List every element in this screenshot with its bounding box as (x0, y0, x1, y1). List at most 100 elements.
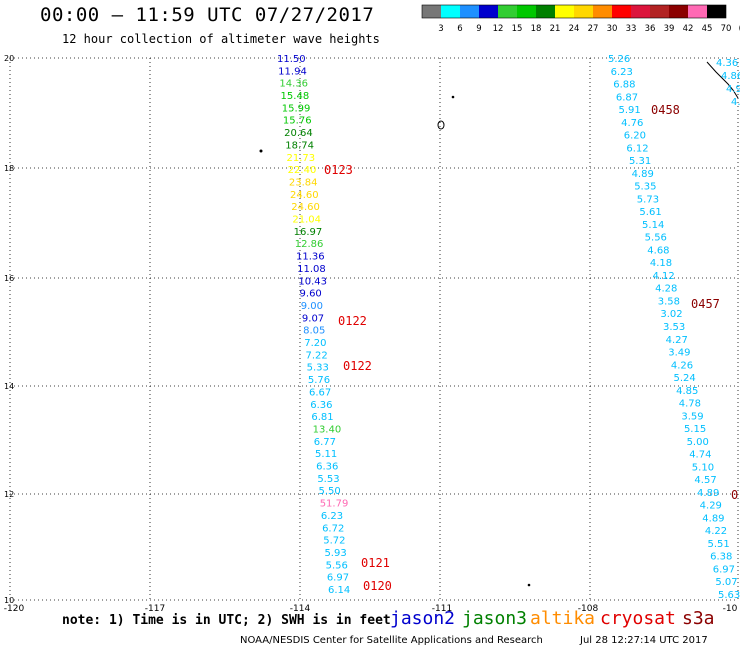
wave-height-value: 4.12 (653, 271, 675, 282)
color-scale-label: (ft) (739, 24, 740, 34)
wave-height-value: 15.99 (282, 103, 311, 114)
wave-height-value: 5.76 (308, 375, 330, 386)
wave-height-value: 6.97 (327, 573, 349, 584)
wave-height-value: 7.20 (304, 338, 326, 349)
credit-text: NOAA/NESDIS Center for Satellite Applica… (240, 635, 543, 646)
island-dot (259, 149, 263, 153)
color-scale-label: 45 (702, 24, 713, 34)
wave-height-value: 5.11 (315, 449, 337, 460)
legend-altika: altika (530, 608, 596, 629)
wave-height-value: 4.86 (721, 71, 740, 82)
wave-height-value: 24.60 (290, 190, 319, 201)
footer-note: note: 1) Time is in UTC; 2) SWH is in fe… (62, 613, 391, 628)
wave-height-value: 4.89 (632, 169, 654, 180)
wave-height-value: 4.89 (702, 513, 724, 524)
wave-height-value: 14.36 (279, 79, 308, 90)
y-tick-label: 18 (4, 164, 14, 173)
wave-height-value: 5.50 (319, 486, 341, 497)
pass-time-label: 0 (731, 488, 738, 502)
wave-height-value: 51.79 (320, 499, 349, 510)
island-dot (451, 95, 455, 99)
wave-height-value: 4.68 (647, 245, 669, 256)
legend-jason3: jason3 (462, 608, 528, 629)
wave-height-value: 12.86 (295, 239, 324, 250)
color-swatch (707, 5, 726, 18)
wave-height-value: 5.61 (639, 207, 661, 218)
wave-height-value: 4.57 (694, 475, 716, 486)
color-scale-label: 24 (569, 24, 580, 34)
wave-height-value: 4.18 (650, 258, 672, 269)
wave-height-value: 4.27 (666, 335, 688, 346)
color-scale-label: 6 (457, 24, 462, 34)
x-tick-label: -120 (4, 604, 25, 614)
wave-height-value: 16.97 (294, 227, 323, 238)
color-swatch (669, 5, 688, 18)
y-tick-label: 10 (4, 596, 14, 605)
y-tick-label: 16 (4, 274, 14, 283)
wave-height-value: 6.23 (611, 67, 633, 78)
wave-height-value: 6.67 (309, 387, 331, 398)
color-scale-label: 21 (550, 24, 561, 34)
wave-height-value: 6.36 (310, 400, 332, 411)
page-title: 00:00 – 11:59 UTC 07/27/2017 (40, 4, 375, 26)
wave-height-value: 5.26 (608, 54, 630, 65)
wave-height-value: 11.08 (297, 264, 326, 275)
wave-height-value: 20.64 (284, 128, 313, 139)
wave-height-value: 6.87 (616, 92, 638, 103)
pass-time-label: 0458 (651, 103, 680, 117)
wave-height-value: 5.31 (629, 156, 651, 167)
axis-ticks: -120 -117 -114 -111 -108 -10 20 18 16 14 12 10 (4, 54, 738, 614)
x-tick-label: -10 (723, 604, 738, 614)
wave-height-value: 13.40 (313, 424, 342, 435)
wave-height-value: 5.24 (673, 373, 695, 384)
wave-height-value: 3.53 (663, 322, 685, 333)
wave-height-value: 4.74 (689, 450, 711, 461)
wave-height-value: 5.93 (324, 548, 346, 559)
wave-height-value: 4.89 (697, 488, 719, 499)
wave-height-value: 15.48 (281, 91, 310, 102)
x-tick-label: -117 (145, 604, 165, 614)
pass-time-label: 0120 (363, 579, 392, 593)
color-scale-label: 12 (493, 24, 504, 34)
wave-height-value: 21.73 (286, 153, 315, 164)
wave-height-value: 10.43 (298, 276, 327, 287)
coastline-features (259, 61, 739, 587)
wave-height-value: 11.36 (296, 252, 325, 263)
wave-height-value: 3.59 (681, 411, 703, 422)
wave-height-value: 3.58 (658, 296, 680, 307)
wave-height-value: 6.72 (322, 523, 344, 534)
x-tick-label: -114 (290, 604, 311, 614)
color-swatch (688, 5, 707, 18)
wave-height-value: 22.40 (288, 165, 317, 176)
x-tick-label: -111 (432, 604, 452, 614)
wave-height-value: 4.76 (621, 118, 643, 129)
color-scale-label: 9 (476, 24, 481, 34)
wave-height-value: 5.63 (718, 590, 740, 601)
wave-height-value: 4.29 (700, 501, 722, 512)
pass-time-label: 0121 (361, 556, 390, 570)
island-marker (437, 120, 445, 130)
color-swatch (612, 5, 631, 18)
wave-height-value: 5.53 (317, 474, 339, 485)
wave-height-value: 5.51 (708, 539, 730, 550)
color-scale-label: 18 (531, 24, 542, 34)
color-scale-label: 39 (664, 24, 675, 34)
wave-height-value: 5.10 (692, 462, 714, 473)
wave-height-value: 4.28 (655, 284, 677, 295)
color-scale-label: 30 (607, 24, 618, 34)
wave-height-value: 7.22 (305, 350, 327, 361)
color-swatch (536, 5, 555, 18)
wave-height-value: 5.56 (645, 233, 667, 244)
legend-s3a: s3a (682, 608, 715, 629)
color-swatch (650, 5, 669, 18)
wave-height-value: 4.26 (671, 360, 693, 371)
y-tick-label: 12 (4, 490, 14, 499)
x-tick-label: -108 (578, 604, 599, 614)
pass-time-label: 0122 (338, 314, 367, 328)
wave-height-value: 5.15 (684, 424, 706, 435)
pass-time-label: 0123 (324, 163, 353, 177)
color-scale-label: 70 (721, 24, 732, 34)
wave-height-value: 3.49 (668, 348, 690, 359)
